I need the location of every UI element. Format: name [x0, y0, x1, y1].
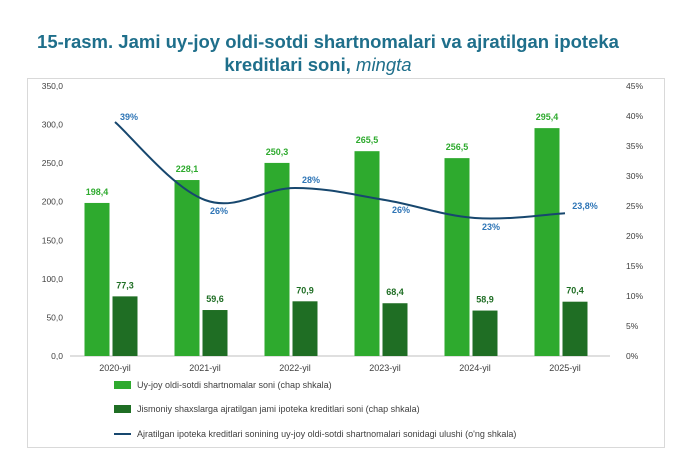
bar-mortgages-label: 68,4	[386, 287, 404, 297]
x-tick-label: 2025-yil	[549, 363, 581, 373]
category-labels: 2020-yil 2021-yil 2022-yil 2023-yil 2024-yil…	[99, 363, 581, 373]
y-right-tick: 40%	[626, 111, 643, 121]
legend-label: Jismoniy shaxslarga ajratilgan jami ipot…	[137, 404, 420, 414]
bar-contracts-label: 295,4	[536, 112, 559, 122]
y-left-tick: 300,0	[42, 120, 64, 130]
share-line	[114, 121, 566, 220]
y-left-tick: 0,0	[51, 351, 63, 361]
legend-swatch-contracts	[114, 381, 131, 389]
bar-mortgages	[112, 296, 138, 356]
bar-mortgages	[562, 301, 588, 356]
bar-mortgages-label: 70,9	[296, 285, 314, 295]
bar-contracts-label: 256,5	[446, 142, 469, 152]
bar-contracts-label: 250,3	[266, 147, 289, 157]
share-line-label: 26%	[392, 205, 410, 215]
chart-title-line2: kreditlari soni, mingta	[0, 53, 658, 76]
bar-contracts-label: 228,1	[176, 164, 199, 174]
y-right-tick: 0%	[626, 351, 639, 361]
bar-mortgages-label: 58,9	[476, 295, 494, 305]
share-line-label: 23,8%	[572, 201, 598, 211]
x-tick-label: 2023-yil	[369, 363, 401, 373]
share-line-label: 23%	[482, 222, 500, 232]
y-right-tick: 15%	[626, 261, 643, 271]
bar-mortgages-label: 77,3	[116, 280, 134, 290]
y-left-tick: 50,0	[46, 312, 63, 322]
legend-swatch-mortgages	[114, 405, 131, 413]
y-left-tick: 100,0	[42, 274, 64, 284]
y-left-tick: 150,0	[42, 235, 64, 245]
bar-contracts-label: 265,5	[356, 135, 379, 145]
y-left-tick: 200,0	[42, 197, 64, 207]
share-line-group: 39% 26% 28% 26% 23% 23,8%	[114, 112, 598, 232]
chart-title: 15-rasm. Jami uy-joy oldi-sotdi shartnom…	[37, 31, 619, 52]
bar-contracts	[84, 202, 110, 356]
chart-title-unit: mingta	[356, 54, 412, 75]
bar-mortgages	[292, 301, 318, 356]
y-right-tick: 45%	[626, 81, 643, 91]
y-right-tick: 20%	[626, 231, 643, 241]
y-left-tick: 350,0	[42, 81, 64, 91]
chart-title-part: kreditlari soni,	[224, 54, 357, 75]
y-left-tick: 250,0	[42, 158, 64, 168]
y-right-tick: 30%	[626, 171, 643, 181]
legend: Uy-joy oldi-sotdi shartnomalar soni (cha…	[114, 380, 516, 439]
legend-label: Ajratilgan ipoteka kreditlari sonining u…	[137, 429, 516, 439]
bar-mortgages	[472, 310, 498, 356]
y-right-tick: 25%	[626, 201, 643, 211]
x-tick-label: 2022-yil	[279, 363, 311, 373]
bar-mortgages-label: 59,6	[206, 294, 224, 304]
share-line-label: 39%	[120, 112, 138, 122]
x-tick-label: 2021-yil	[189, 363, 221, 373]
x-tick-label: 2024-yil	[459, 363, 491, 373]
bar-mortgages	[202, 310, 228, 356]
share-line-label: 28%	[302, 175, 320, 185]
chart-frame	[27, 78, 665, 448]
y-right-ticks: 0% 5% 10% 15% 20% 25% 30% 35% 40% 45%	[626, 81, 643, 361]
bar-mortgages-label: 70,4	[566, 286, 584, 296]
bars: 198,4 77,3 228,1 59,6 250,3 70,9 265,5 68,4 256,…	[84, 112, 588, 356]
bar-contracts-label: 198,4	[86, 187, 109, 197]
y-right-tick: 35%	[626, 141, 643, 151]
x-tick-label: 2020-yil	[99, 363, 131, 373]
bar-contracts	[534, 128, 560, 356]
bar-mortgages	[382, 303, 408, 356]
bar-contracts	[444, 158, 470, 356]
y-left-ticks: 0,0 50,0 100,0 150,0 200,0 250,0 300,0 350,0	[42, 81, 64, 361]
y-right-tick: 5%	[626, 321, 639, 331]
legend-label: Uy-joy oldi-sotdi shartnomalar soni (cha…	[137, 380, 332, 390]
bar-contracts	[264, 162, 290, 356]
share-line-label: 26%	[210, 206, 228, 216]
bar-contracts	[174, 180, 200, 356]
bar-contracts	[354, 151, 380, 356]
y-right-tick: 10%	[626, 291, 643, 301]
